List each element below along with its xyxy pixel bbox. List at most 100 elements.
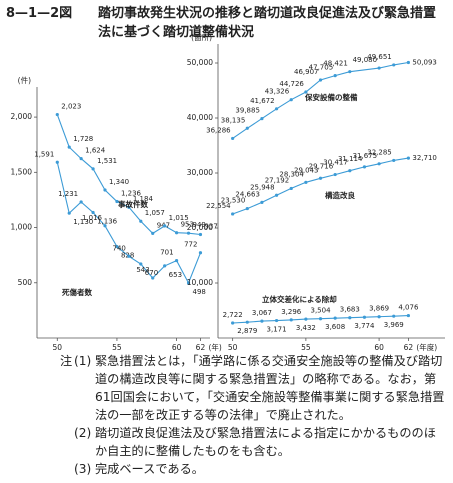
point [362, 165, 367, 169]
series-name: 構造改良 [325, 190, 355, 200]
series-line [232, 61, 409, 139]
value-label: 701 [160, 249, 173, 257]
point [174, 231, 179, 235]
note-number: (3) [74, 462, 92, 476]
value-label: 2,722 [223, 311, 243, 319]
point [260, 200, 264, 204]
note: (3) 完成ベースである。 [0, 460, 453, 478]
point [377, 315, 381, 319]
x-tick-label: 55 [112, 343, 122, 352]
value-label: 498 [193, 288, 206, 296]
point [333, 316, 337, 320]
x-tick-label: 50 [53, 343, 63, 352]
y-tick-label: 40,000 [187, 113, 213, 122]
value-label: 29,043 [294, 166, 319, 174]
value-label: 49,651 [367, 53, 392, 61]
note-number: (1) [74, 354, 92, 368]
point [348, 169, 352, 173]
point [245, 126, 249, 130]
value-label: 1,184 [133, 195, 154, 203]
value-label: 2,879 [237, 327, 257, 335]
point [260, 117, 264, 121]
point [198, 251, 203, 255]
series-name: 事故件数 [118, 199, 148, 209]
value-label: 4,076 [398, 304, 419, 312]
point [231, 212, 235, 216]
value-label: 1,624 [85, 147, 106, 155]
figure-title: 8—1—2図 踏切事故発生状況の推移と踏切道改良促進法及び緊急措置法に基づく踏切… [6, 4, 446, 42]
y-tick-label: 50,000 [187, 58, 213, 67]
value-label: 28,304 [279, 170, 304, 178]
point [274, 193, 279, 197]
y-tick-label: 30,000 [187, 168, 213, 177]
x-tick-label: 50 [228, 343, 238, 352]
y-unit: (箇所) [191, 32, 212, 42]
value-label: 3,774 [354, 322, 375, 330]
value-label: 3,432 [296, 324, 316, 332]
point [274, 318, 279, 323]
point [55, 160, 59, 164]
point [260, 319, 264, 323]
y-tick-label: 20,000 [187, 223, 213, 232]
value-label: 32,285 [367, 148, 392, 156]
point [174, 258, 179, 263]
series-name: 立体交差化による除却 [262, 294, 337, 304]
value-label: 29,716 [309, 163, 334, 171]
point [377, 66, 381, 70]
point [318, 317, 323, 321]
point [348, 70, 352, 74]
point [304, 317, 308, 321]
note-text: 緊急措置法とは，「通学路に係る交通安全施設等の整備及び踏切道の構造改良等に関する… [95, 354, 445, 422]
value-label: 41,672 [250, 97, 275, 105]
point [348, 316, 352, 320]
point [318, 176, 323, 180]
value-label: 23,530 [221, 197, 246, 205]
x-tick-label: 55 [301, 343, 311, 352]
point [151, 276, 155, 280]
value-label: 937 [204, 223, 217, 231]
point [91, 210, 95, 215]
point [127, 205, 131, 209]
value-label: 49,080 [353, 56, 378, 64]
value-label: 32,710 [412, 154, 437, 162]
note-number: (2) [74, 426, 92, 440]
note-text: 完成ベースである。 [95, 462, 204, 476]
point [67, 211, 71, 215]
note: 注 (1) 緊急措置法とは，「通学路に係る交通安全施設等の整備及び踏切道の構造改良等… [0, 352, 453, 424]
point [151, 231, 155, 235]
point [392, 158, 396, 163]
y-unit: (件) [18, 75, 31, 85]
value-label: 3,683 [340, 306, 360, 314]
y-tick-label: 1,500 [11, 167, 33, 176]
point [333, 172, 337, 177]
value-label: 3,504 [310, 307, 331, 315]
x-unit: (年度) [416, 342, 437, 352]
value-label: 1,136 [97, 218, 118, 226]
value-label: 31,675 [353, 152, 378, 160]
value-label: 30,417 [323, 159, 348, 167]
point [163, 264, 167, 268]
value-label: 1,591 [34, 150, 54, 158]
point [304, 180, 308, 184]
value-label: 24,663 [235, 190, 260, 198]
point [139, 262, 143, 266]
value-label: 31,114 [338, 155, 363, 163]
point [79, 200, 83, 204]
point [318, 78, 323, 82]
value-label: 949 [193, 221, 206, 229]
point [231, 136, 235, 141]
value-label: 1,728 [73, 135, 93, 143]
value-label: 44,726 [279, 80, 304, 88]
notes-label: 注 [60, 354, 73, 368]
x-tick-label: 60 [374, 343, 384, 352]
point [67, 145, 71, 149]
x-tick-label: 62 [404, 343, 414, 352]
series-name: 死傷者数 [62, 287, 92, 297]
point [289, 186, 293, 191]
value-label: 670 [145, 269, 158, 277]
value-label: 953 [181, 221, 194, 229]
value-label: 22,554 [206, 202, 231, 210]
value-label: 3,969 [384, 321, 404, 329]
point [289, 318, 293, 322]
